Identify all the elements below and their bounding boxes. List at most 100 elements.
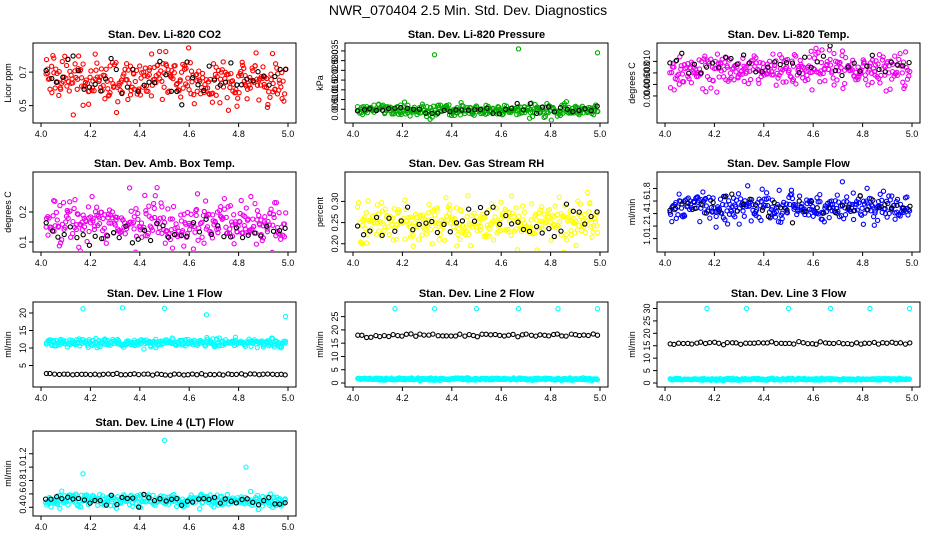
data-point bbox=[701, 56, 707, 62]
data-point bbox=[724, 221, 731, 227]
y-tick-label: 0.035 bbox=[330, 40, 340, 63]
data-point bbox=[753, 69, 759, 75]
data-point bbox=[904, 194, 910, 200]
data-point bbox=[64, 83, 70, 89]
series-main bbox=[43, 334, 289, 352]
data-point bbox=[132, 78, 138, 85]
data-point bbox=[72, 61, 78, 67]
data-point bbox=[52, 223, 58, 229]
data-point bbox=[688, 80, 695, 86]
data-point bbox=[841, 80, 848, 87]
data-point bbox=[492, 331, 498, 338]
y-axis-label: ml/min bbox=[627, 199, 637, 226]
y-tick-label: 0.8 bbox=[18, 474, 28, 487]
data-point bbox=[56, 68, 62, 75]
data-point bbox=[872, 210, 878, 216]
data-point bbox=[806, 54, 813, 60]
data-point bbox=[113, 66, 119, 73]
data-point bbox=[264, 104, 271, 111]
x-tick-label: 4.8 bbox=[856, 129, 869, 139]
data-point bbox=[899, 70, 905, 76]
data-point bbox=[89, 87, 95, 94]
data-point bbox=[857, 193, 863, 199]
data-point bbox=[741, 213, 747, 219]
data-point bbox=[188, 91, 194, 97]
data-point bbox=[508, 232, 514, 239]
data-point bbox=[585, 332, 591, 339]
data-point bbox=[115, 99, 121, 105]
data-point bbox=[396, 209, 402, 215]
panel-co2: Stan. Dev. Li-820 CO2 Licor ppm 4.0 4.2 4.4 4… bbox=[3, 29, 297, 139]
data-point bbox=[465, 107, 472, 113]
data-point bbox=[459, 107, 465, 113]
data-point bbox=[591, 111, 597, 118]
data-point bbox=[277, 66, 283, 73]
data-point bbox=[212, 343, 219, 349]
data-point bbox=[745, 183, 751, 189]
y-tick-label: 1.6 bbox=[642, 195, 652, 208]
data-point bbox=[354, 108, 361, 114]
data-point bbox=[153, 336, 159, 343]
data-point bbox=[152, 193, 158, 199]
data-point bbox=[228, 234, 234, 240]
data-point bbox=[94, 60, 100, 66]
data-point bbox=[679, 71, 686, 77]
data-point bbox=[750, 202, 756, 208]
data-point bbox=[217, 500, 223, 506]
data-point bbox=[257, 222, 263, 228]
data-point bbox=[448, 333, 454, 339]
data-point bbox=[48, 504, 54, 510]
data-point bbox=[888, 205, 895, 212]
outlier-point bbox=[161, 305, 168, 312]
data-point bbox=[124, 84, 131, 90]
data-point bbox=[876, 66, 882, 73]
data-point bbox=[247, 371, 253, 377]
data-point bbox=[780, 79, 786, 85]
x-tick-label: 4.0 bbox=[35, 393, 48, 403]
data-point bbox=[817, 79, 823, 85]
data-point bbox=[60, 199, 67, 206]
data-point bbox=[722, 59, 728, 65]
data-point bbox=[713, 213, 719, 220]
data-point bbox=[845, 64, 851, 70]
y-tick-label: 15 bbox=[330, 338, 340, 348]
panel-title: Stan. Dev. Li-820 CO2 bbox=[108, 29, 221, 41]
y-tick-label: 0.1 bbox=[18, 236, 28, 249]
x-tick-label: 4.2 bbox=[84, 258, 97, 268]
data-point bbox=[62, 224, 68, 230]
figure-title: NWR_070404 2.5 Min. Std. Dev. Diagnostic… bbox=[329, 2, 607, 18]
panel-title: Stan. Dev. Line 4 (LT) Flow bbox=[95, 417, 234, 429]
data-point bbox=[462, 333, 468, 339]
y-tick-label: 0.20 bbox=[330, 235, 340, 253]
data-point bbox=[837, 59, 843, 66]
data-point bbox=[426, 201, 432, 208]
data-point bbox=[879, 57, 886, 63]
data-point bbox=[851, 60, 857, 66]
data-point bbox=[272, 501, 278, 507]
data-point bbox=[716, 340, 722, 346]
data-point bbox=[215, 223, 221, 229]
x-tick-label: 4.6 bbox=[183, 522, 196, 532]
data-point bbox=[155, 62, 161, 68]
series-main bbox=[354, 99, 601, 122]
data-point bbox=[900, 63, 906, 69]
y-tick-label: 1.2 bbox=[642, 220, 652, 233]
data-point bbox=[103, 240, 109, 246]
data-point bbox=[141, 224, 147, 231]
data-point bbox=[179, 227, 186, 234]
data-point bbox=[880, 54, 886, 60]
x-tick-label: 4.8 bbox=[232, 129, 245, 139]
y-tick-label: 0.7 bbox=[18, 66, 28, 79]
data-point bbox=[94, 204, 100, 210]
data-point bbox=[689, 206, 695, 213]
data-point bbox=[559, 333, 565, 339]
data-point bbox=[836, 339, 842, 346]
data-point bbox=[165, 206, 171, 212]
data-point bbox=[184, 231, 191, 237]
x-tick-label: 4.8 bbox=[544, 258, 557, 268]
data-point bbox=[564, 106, 570, 112]
data-point bbox=[805, 340, 811, 347]
data-point bbox=[808, 198, 815, 205]
data-point bbox=[149, 227, 156, 233]
data-point bbox=[363, 240, 370, 246]
